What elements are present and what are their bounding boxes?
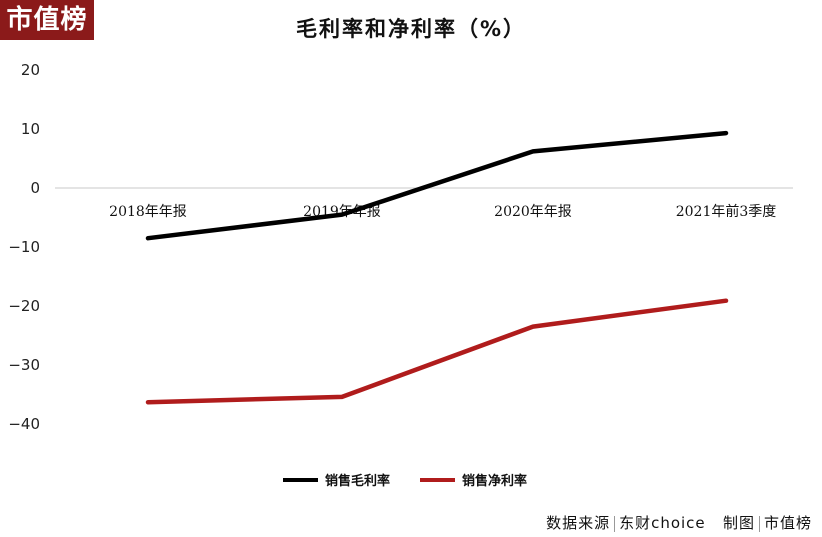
y-tick-label: 20 [21,61,40,79]
legend-label: 销售毛利率 [325,473,390,489]
y-tick-label: −20 [8,297,40,315]
source-value: 东财choice [619,514,706,532]
y-axis: 20 10 0 −10 −20 −30 −40 [8,61,40,433]
x-tick-label: 2020年年报 [494,204,572,220]
y-tick-label: −30 [8,356,40,374]
legend-label: 销售净利率 [462,473,527,489]
chart-title: 毛利率和净利率（%） [296,17,526,41]
legend: 销售毛利率 销售净利率 [283,473,527,489]
made-by-value: 市值榜 [763,514,812,532]
source-footer: 数据来源 东财choice 制图 市值榜 [546,512,812,533]
y-tick-label: −40 [8,415,40,433]
x-axis: 2018年年报 2019年年报 2020年年报 2021年前3季度 [109,203,776,220]
y-tick-label: 0 [30,179,40,197]
x-tick-label: 2018年年报 [109,204,187,220]
source-label: 数据来源 [546,514,611,532]
series-layer [145,130,729,405]
made-by-label: 制图 [722,514,755,532]
site-logo: 市值榜 [0,0,94,40]
series-line-2 [145,298,729,405]
footer-separator [758,515,760,532]
x-tick-label: 2021年前3季度 [676,203,777,220]
footer-separator [614,515,616,532]
y-tick-label: 10 [21,120,40,138]
y-tick-label: −10 [8,238,40,256]
series-line-1 [145,130,729,241]
